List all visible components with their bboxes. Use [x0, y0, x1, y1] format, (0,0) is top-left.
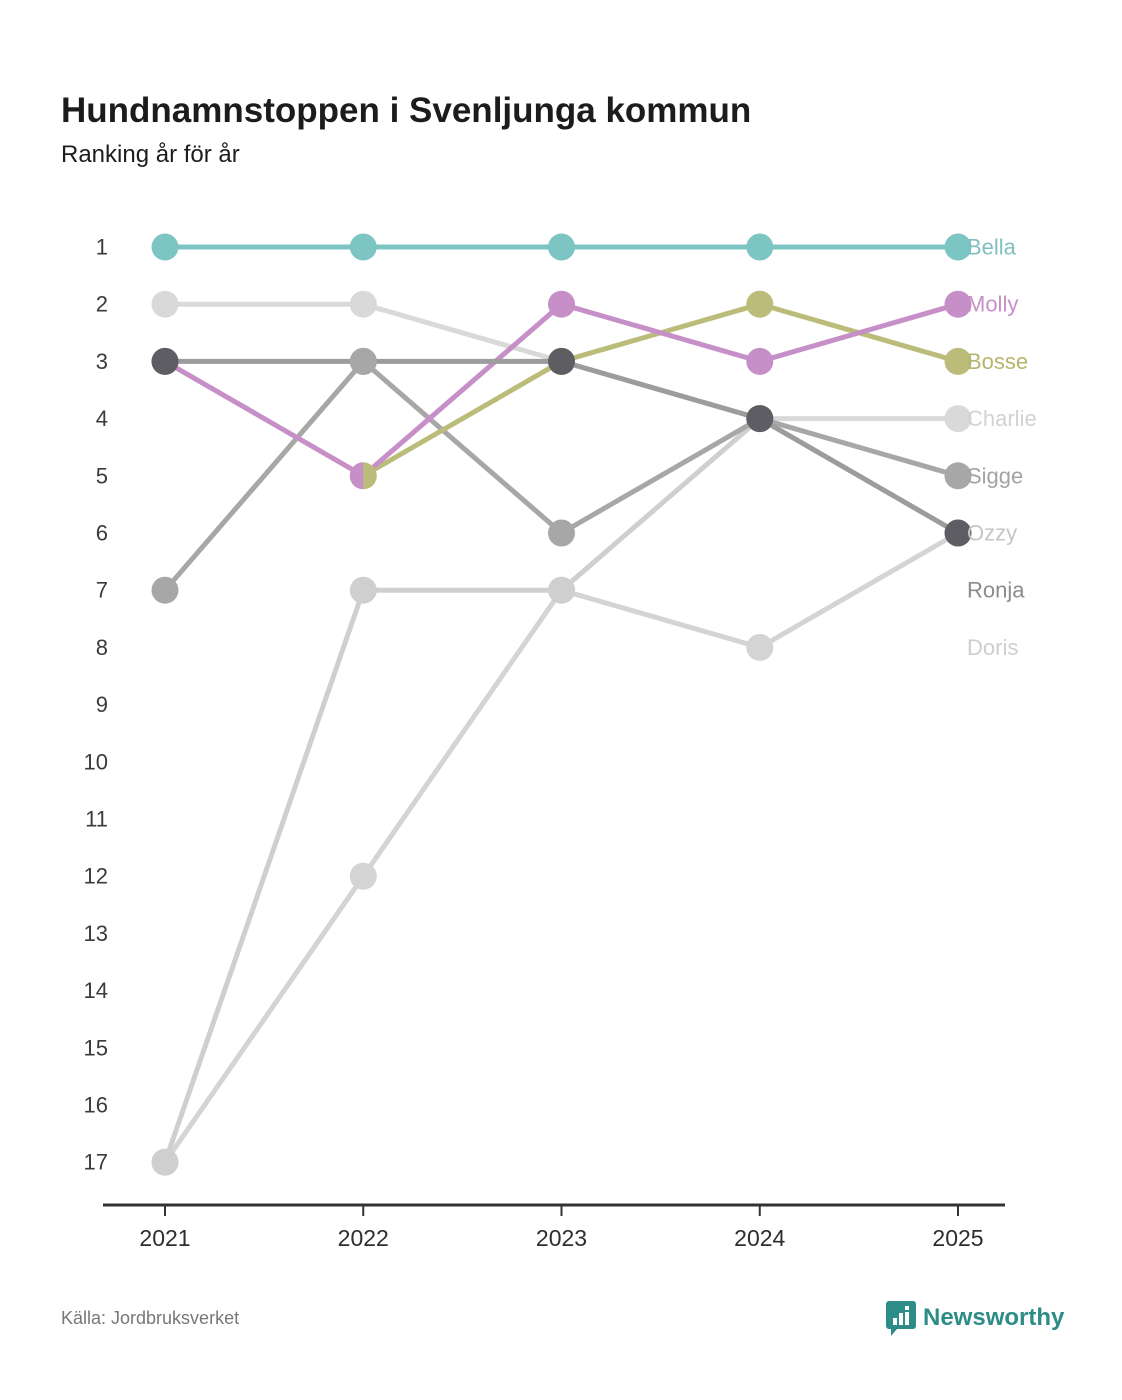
data-point-sigge-2021 [151, 576, 179, 604]
year-label-2022: 2022 [338, 1225, 389, 1251]
rank-tick-9: 9 [96, 692, 108, 717]
data-point-bosse-2025 [944, 347, 972, 375]
series-label-doris: Doris [967, 635, 1018, 660]
series-label-sigge: Sigge [967, 463, 1023, 488]
data-point-ronja-2021 [151, 347, 179, 375]
data-point-molly-2022 [349, 462, 364, 490]
rank-tick-4: 4 [96, 406, 108, 431]
data-point-bella-2021 [151, 233, 179, 261]
series-label-bosse: Bosse [967, 349, 1028, 374]
data-point-ronja-2022 [349, 347, 377, 375]
source-note: Källa: Jordbruksverket [61, 1308, 240, 1328]
rank-tick-6: 6 [96, 521, 108, 546]
year-label-2023: 2023 [536, 1225, 587, 1251]
rank-tick-13: 13 [84, 921, 108, 946]
data-point-molly-2023 [548, 290, 575, 318]
series-label-molly: Molly [967, 292, 1018, 317]
brand-lockup: Newsworthy [886, 1300, 1064, 1336]
rank-tick-3: 3 [96, 349, 108, 374]
rank-tick-12: 12 [84, 864, 108, 889]
data-point-doris-2024 [746, 633, 774, 661]
series-line-sigge [162, 358, 961, 593]
data-point-doris-2022 [349, 862, 377, 890]
rank-tick-11: 11 [85, 807, 108, 832]
rank-tick-14: 14 [84, 978, 108, 1003]
series-label-charlie: Charlie [967, 406, 1037, 431]
page-title: Hundnamnstoppen i Svenljunga kommun [61, 91, 752, 131]
data-point-ozzy-2023 [548, 576, 575, 604]
data-point-bella-2024 [746, 233, 774, 261]
year-label-2024: 2024 [734, 1225, 785, 1251]
data-point-ronja-2024 [746, 405, 774, 433]
data-point-charlie-2025 [944, 405, 972, 433]
data-point-ronja-2023 [548, 347, 575, 375]
series-label-bella: Bella [967, 235, 1017, 260]
data-point-charlie-2022 [349, 290, 377, 318]
rank-tick-15: 15 [84, 1035, 108, 1060]
data-point-molly-2025 [944, 290, 972, 318]
rank-tick-5: 5 [96, 463, 108, 488]
data-point-ozzy-2022 [349, 576, 377, 604]
series-line-doris [162, 530, 961, 1165]
page-subtitle: Ranking år för år [61, 141, 240, 168]
year-label-2021: 2021 [139, 1225, 190, 1251]
data-point-bella-2025 [944, 233, 972, 261]
data-point-ronja-2025 [944, 519, 972, 547]
rank-tick-10: 10 [84, 749, 108, 774]
data-point-ozzy-2021 [151, 1148, 179, 1176]
rank-tick-17: 17 [84, 1150, 108, 1175]
rank-tick-2: 2 [96, 292, 108, 317]
year-label-2025: 2025 [932, 1225, 983, 1251]
data-point-bosse-2024 [746, 290, 774, 318]
data-point-sigge-2025 [944, 462, 972, 490]
data-point-bella-2022 [349, 233, 377, 261]
newsworthy-logo-icon [886, 1300, 916, 1336]
rank-tick-1: 1 [96, 235, 108, 260]
data-point-molly-2024 [746, 347, 774, 375]
brand-name: Newsworthy [923, 1304, 1065, 1331]
data-point-charlie-2021 [151, 290, 179, 318]
series-line-ronja [162, 358, 961, 536]
data-point-bella-2023 [548, 233, 575, 261]
series-label-ronja: Ronja [967, 578, 1025, 603]
rank-tick-16: 16 [84, 1093, 108, 1118]
data-point-sigge-2023 [548, 519, 575, 547]
rank-tick-7: 7 [96, 578, 108, 603]
series-label-ozzy: Ozzy [967, 521, 1017, 546]
rank-tick-8: 8 [96, 635, 108, 660]
